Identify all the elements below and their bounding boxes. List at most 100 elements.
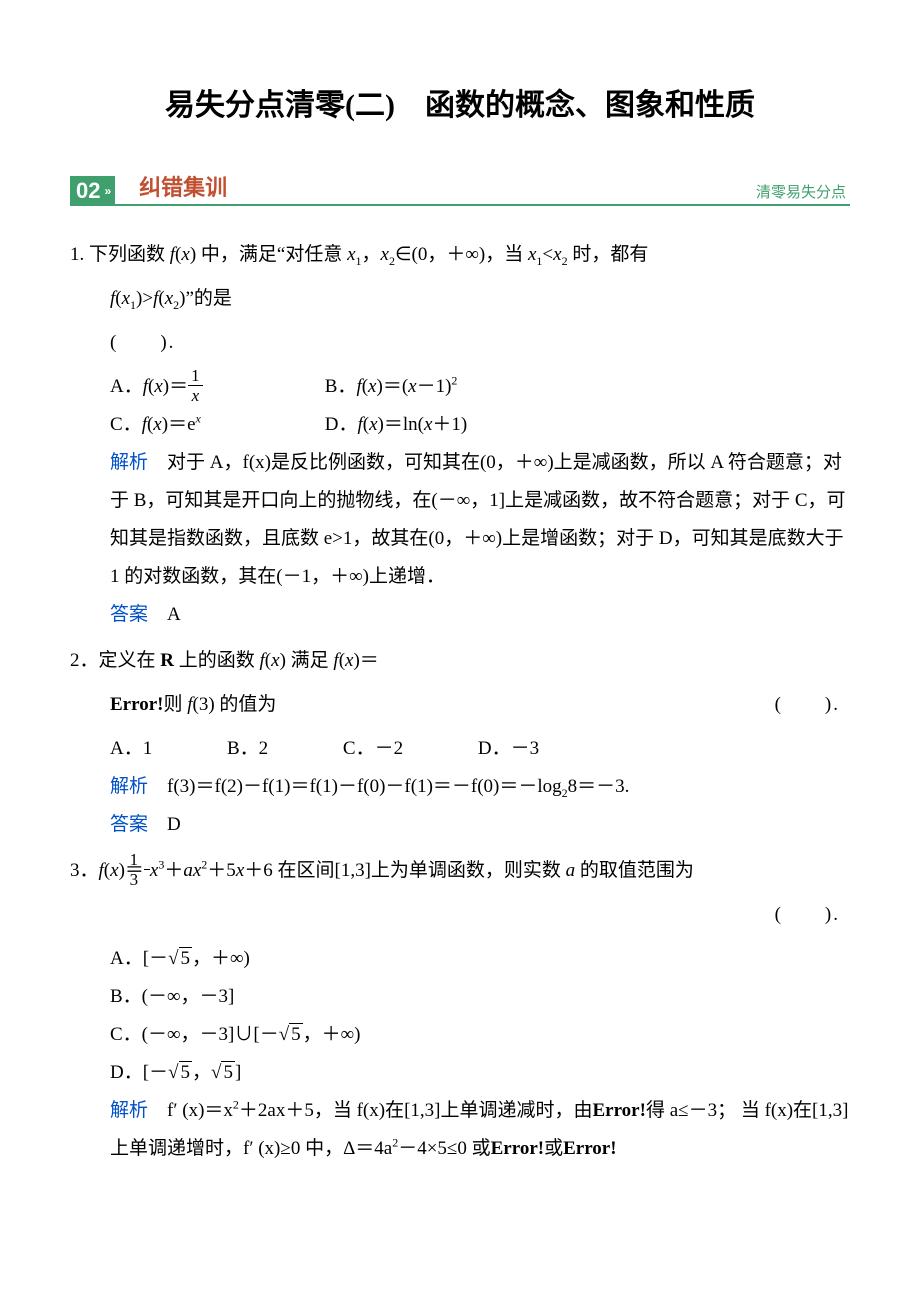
option-d: D．f(x)＝ln(x＋1) [325, 406, 467, 444]
fx2: f [153, 288, 158, 309]
text: ，＋∞) [192, 948, 250, 969]
text: 2．定义在 [70, 650, 160, 671]
fx: f [333, 650, 338, 671]
option-b: B．2 [227, 730, 268, 768]
answer-text: A [148, 604, 181, 625]
error-text: Error! [491, 1138, 544, 1159]
blank: ( ). [110, 332, 175, 353]
problem-1-line2: f(x1)>f(x2)”的是 [70, 280, 850, 318]
text: C． [110, 414, 142, 435]
blank: ( ). [775, 686, 840, 724]
option-a: A．f(x)＝1x [110, 368, 280, 406]
text: 的值为 [215, 694, 277, 715]
sqrt-5: 5 [168, 1054, 192, 1092]
error-text: Error! [110, 694, 163, 715]
text: 1. 下列函数 [70, 244, 170, 265]
answer-label: 答案 [110, 814, 148, 835]
f3: f [187, 694, 192, 715]
problem-2-answer: 答案 D [70, 806, 850, 844]
text: ＝e [168, 414, 195, 435]
text: f′ (x)＝x [148, 1100, 233, 1121]
problem-1-answer: 答案 A [70, 596, 850, 634]
chevron-icon: » [104, 185, 109, 197]
text: A． [110, 376, 143, 397]
text: ＋2ax＋5，当 f(x)在[1,3]上单调递减时，由 [239, 1100, 593, 1121]
main-title: 易失分点清零(二) 函数的概念、图象和性质 [70, 80, 850, 124]
text: 的取值范围为 [575, 860, 694, 881]
problem-2: 2．定义在 R 上的函数 f(x) 满足 f(x)＝ [70, 642, 850, 680]
problem-2-options: A．1 B．2 C．－2 D．－3 [70, 730, 850, 768]
analysis-label: 解析 [110, 452, 148, 473]
problem-2-line2: Error!则 f(3) 的值为 ( ). [70, 686, 850, 724]
x1: x [347, 244, 355, 265]
problem-1-blank: ( ). [70, 324, 850, 362]
frac-1-x: 1x [188, 367, 203, 404]
problem-3-option-c: C．(－∞，－3]∪[－5，＋∞) [70, 1016, 850, 1054]
text: －1) [417, 376, 452, 397]
x: x [122, 288, 130, 309]
text: ＋ [164, 860, 183, 881]
set-R: R [160, 650, 174, 671]
fx: f [143, 376, 148, 397]
fx1: f [110, 288, 115, 309]
problem-1-analysis: 解析 对于 A，f(x)是反比例函数，可知其在(0，＋∞)上是减函数，所以 A … [70, 444, 850, 596]
option-c: C．f(x)＝ex [110, 406, 280, 444]
error-text: Error! [592, 1100, 645, 1121]
problem-3: 3．f(x)＝13x3＋ax2＋5x＋6 在区间[1,3]上为单调函数，则实数 … [70, 852, 850, 890]
text: ＝ [169, 376, 188, 397]
text: B．(－∞，－3] [110, 986, 234, 1007]
banner-right: 清零易失分点 [756, 181, 850, 204]
text: A．[－ [110, 948, 168, 969]
text: ”的是 [185, 288, 231, 309]
text: 满足 [286, 650, 334, 671]
page: 易失分点清零(二) 函数的概念、图象和性质 02 » 纠错集训 清零易失分点 1… [0, 0, 920, 1208]
x: x [154, 376, 162, 397]
analysis-text-a: f(3)＝f(2)－f(1)＝f(1)－f(0)－f(1)＝－f(0)＝－log [148, 776, 562, 797]
x2b: x [553, 244, 561, 265]
sqrt-5: 5 [168, 940, 192, 978]
text: 则 [163, 694, 187, 715]
analysis-text-b: 8＝－3. [568, 776, 630, 797]
text: ， [362, 244, 381, 265]
x: x [408, 376, 416, 397]
text: ， [192, 1062, 211, 1083]
text: 上的函数 [174, 650, 260, 671]
x: x [369, 414, 377, 435]
text: ＋1) [432, 414, 467, 435]
text: D．[－ [110, 1062, 168, 1083]
frac-1-3: 13 [144, 851, 150, 888]
text: B． [325, 376, 357, 397]
text: D． [325, 414, 358, 435]
text: ＝ln( [384, 414, 424, 435]
fx: f [260, 650, 265, 671]
text: ] [235, 1062, 241, 1083]
problem-2-analysis: 解析 f(3)＝f(2)－f(1)＝f(1)－f(0)－f(1)＝－f(0)＝－… [70, 768, 850, 806]
x: x [236, 860, 244, 881]
problem-3-blank: ( ). [70, 896, 850, 934]
option-d: D．－3 [478, 730, 539, 768]
text: 3． [70, 860, 99, 881]
text: C．(－∞，－3]∪[－ [110, 1024, 279, 1045]
blank: ( ). [775, 904, 840, 925]
problem-1-options-ab: A．f(x)＝1x B．f(x)＝(x－1)2 [70, 368, 850, 406]
text: ＋6 在区间[1,3]上为单调函数，则实数 [244, 860, 565, 881]
a: a [566, 860, 576, 881]
option-c: C．－2 [343, 730, 403, 768]
text: ＝( [383, 376, 408, 397]
x: x [345, 650, 353, 671]
option-a: A．1 [110, 730, 152, 768]
fx: f [356, 376, 361, 397]
text: 时，都有 [568, 244, 649, 265]
fx: f [99, 860, 104, 881]
text: 得 a≤－3； [646, 1100, 736, 1121]
x: x [165, 288, 173, 309]
analysis-label: 解析 [110, 1100, 148, 1121]
x: x [110, 860, 118, 881]
banner-number: 02 » [70, 176, 115, 204]
x: x [153, 414, 161, 435]
ax2: ax [183, 860, 201, 881]
text: ＋5 [207, 860, 236, 881]
problem-1-options-cd: C．f(x)＝ex D．f(x)＝ln(x＋1) [70, 406, 850, 444]
banner-label: 纠错集训 [139, 170, 227, 204]
text: ∈(0，＋∞)，当 [395, 244, 528, 265]
